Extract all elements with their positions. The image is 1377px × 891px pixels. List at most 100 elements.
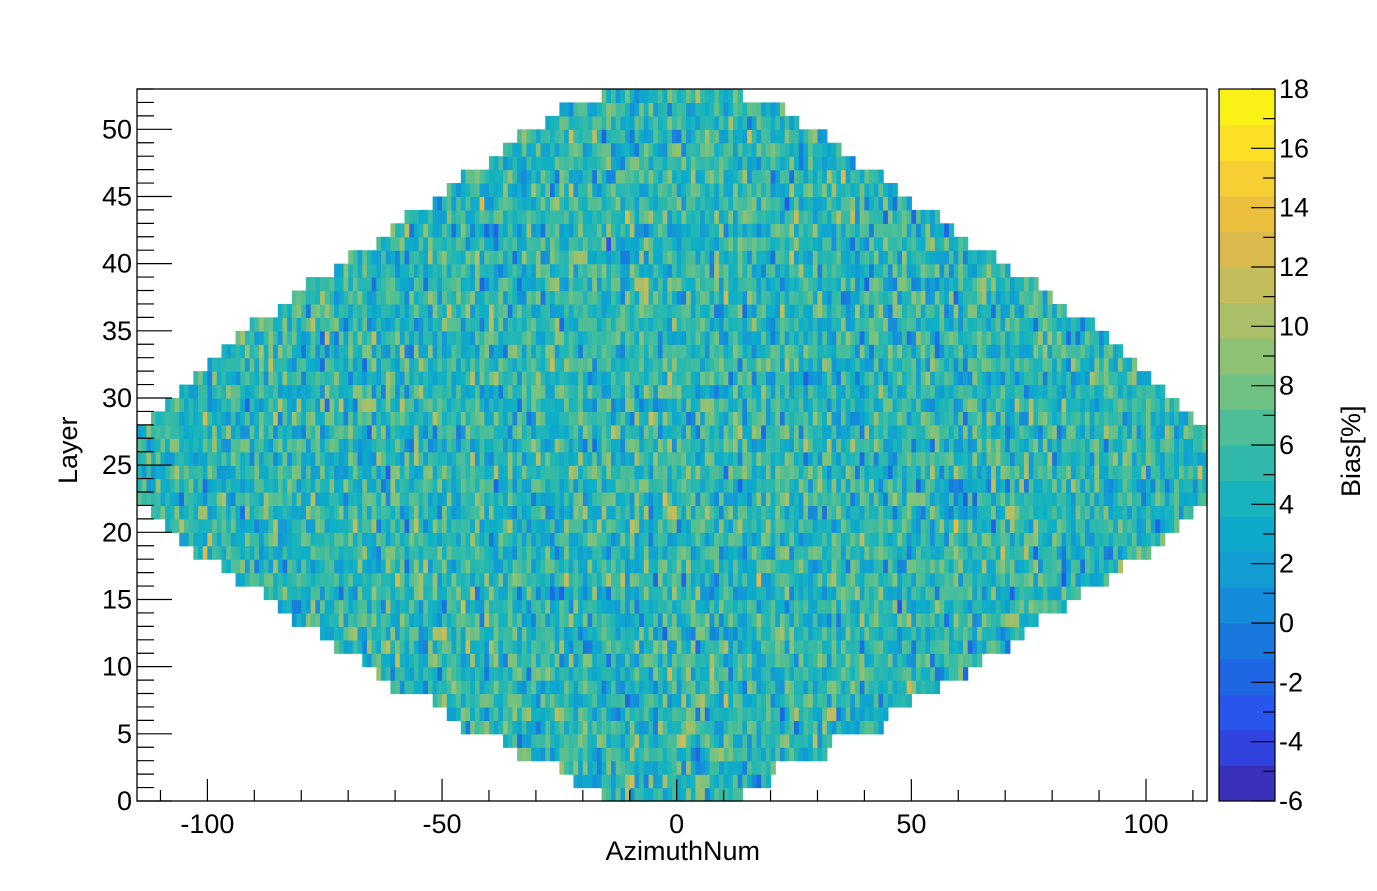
heatmap-cell xyxy=(892,545,898,560)
heatmap-cell xyxy=(488,626,495,641)
heatmap-cell xyxy=(615,653,621,668)
heatmap-cell xyxy=(986,586,992,601)
heatmap-cell xyxy=(911,653,917,668)
heatmap-cell xyxy=(779,720,786,735)
heatmap-cell xyxy=(174,424,180,439)
heatmap-cell xyxy=(864,559,870,574)
heatmap-cell xyxy=(700,747,706,762)
heatmap-cell xyxy=(897,451,903,466)
heatmap-cell xyxy=(723,518,729,533)
heatmap-cell xyxy=(334,371,340,386)
heatmap-cell xyxy=(934,532,941,547)
heatmap-cell xyxy=(1164,518,1171,533)
heatmap-cell xyxy=(700,653,706,668)
heatmap-cell xyxy=(962,465,969,480)
heatmap-cell xyxy=(183,451,190,466)
heatmap-cell xyxy=(789,572,795,587)
heatmap-cell xyxy=(488,599,495,614)
heatmap-cell xyxy=(643,666,650,681)
heatmap-cell xyxy=(629,411,636,426)
heatmap-cell xyxy=(460,599,467,614)
heatmap-cell xyxy=(751,720,758,735)
heatmap-cell xyxy=(615,760,621,775)
heatmap-cell xyxy=(967,572,973,587)
heatmap-cell xyxy=(423,492,429,507)
heatmap-cell xyxy=(657,478,664,493)
heatmap-cell xyxy=(897,586,903,601)
heatmap-cell xyxy=(564,532,570,547)
heatmap-cell xyxy=(869,532,875,547)
heatmap-cell xyxy=(723,559,729,574)
heatmap-cell xyxy=(507,545,514,560)
heatmap-cell xyxy=(273,586,279,601)
heatmap-cell xyxy=(287,424,293,439)
heatmap-cell xyxy=(315,505,321,520)
heatmap-cell xyxy=(897,492,903,507)
heatmap-cell xyxy=(962,545,969,560)
heatmap-cell xyxy=(310,586,316,601)
heatmap-cell xyxy=(381,639,387,654)
heatmap-cell xyxy=(953,478,959,493)
heatmap-cell xyxy=(695,693,701,708)
heatmap-cell xyxy=(812,465,819,480)
heatmap-cell xyxy=(648,666,654,681)
heatmap-cell xyxy=(756,639,762,654)
heatmap-cell xyxy=(207,424,213,439)
heatmap-cell xyxy=(348,626,354,641)
heatmap-cell xyxy=(775,680,781,695)
heatmap-cell xyxy=(1094,572,1100,587)
heatmap-cell xyxy=(709,599,715,614)
heatmap-cell xyxy=(883,666,889,681)
heatmap-cell xyxy=(995,572,1002,587)
heatmap-cell xyxy=(545,424,551,439)
heatmap-cell xyxy=(625,760,631,775)
heatmap-cell xyxy=(695,492,701,507)
heatmap-cell xyxy=(761,397,767,413)
heatmap-cell xyxy=(916,532,922,547)
heatmap-cell xyxy=(747,586,753,601)
heatmap-cell xyxy=(1014,478,1020,493)
heatmap-cell xyxy=(376,572,382,587)
heatmap-cell xyxy=(160,451,166,466)
heatmap-cell xyxy=(446,666,453,681)
heatmap-cell xyxy=(1164,492,1171,507)
heatmap-cell xyxy=(357,586,363,601)
heatmap-cell xyxy=(779,733,786,748)
heatmap-cell xyxy=(610,747,617,762)
heatmap-cell xyxy=(301,586,307,601)
heatmap-cell xyxy=(944,586,950,601)
heatmap-cell xyxy=(1042,505,1049,520)
heatmap-cell xyxy=(686,451,692,466)
heatmap-cell xyxy=(559,733,565,748)
heatmap-cell xyxy=(1052,559,1058,574)
heatmap-cell xyxy=(615,666,621,681)
heatmap-cell xyxy=(1066,478,1072,493)
heatmap-cell xyxy=(564,572,570,587)
heatmap-cell xyxy=(212,438,218,453)
heatmap-cell xyxy=(620,397,626,413)
heatmap-cell xyxy=(906,438,912,453)
heatmap-cell xyxy=(672,478,678,493)
heatmap-cell xyxy=(1150,505,1156,520)
heatmap-cell xyxy=(362,559,368,574)
heatmap-cell xyxy=(352,639,359,654)
heatmap-cell xyxy=(559,599,565,614)
heatmap-cell xyxy=(761,747,767,762)
heatmap-cell xyxy=(610,424,617,439)
heatmap-cell xyxy=(737,424,743,439)
heatmap-cell xyxy=(348,424,354,439)
heatmap-cell xyxy=(789,451,795,466)
heatmap-cell xyxy=(953,532,959,547)
heatmap-cell xyxy=(770,720,776,735)
heatmap-cell xyxy=(606,787,612,802)
heatmap-cell xyxy=(235,451,241,466)
heatmap-cell xyxy=(324,384,331,399)
heatmap-cell xyxy=(442,465,448,480)
heatmap-cell xyxy=(470,411,476,426)
heatmap-cell xyxy=(817,518,823,533)
heatmap-cell xyxy=(1094,518,1100,533)
heatmap-cell xyxy=(761,599,767,614)
heatmap-cell xyxy=(1174,465,1180,480)
heatmap-cell xyxy=(892,653,898,668)
heatmap-cell xyxy=(320,545,326,560)
